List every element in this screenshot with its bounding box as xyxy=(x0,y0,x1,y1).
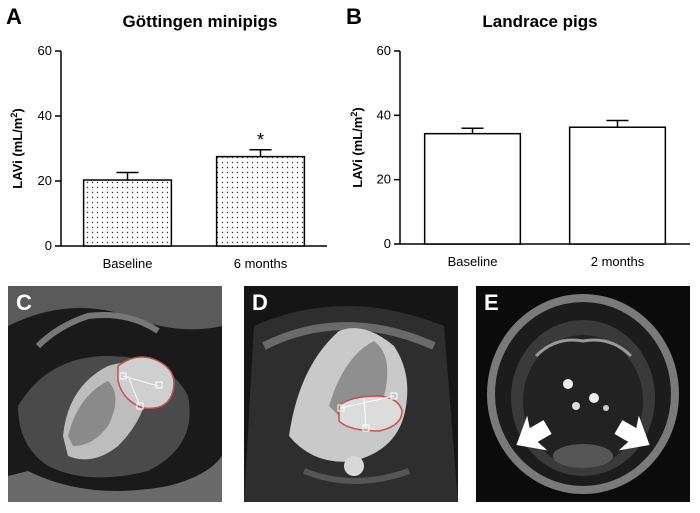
arrow-left-pointing-icon xyxy=(614,415,650,451)
chart-b-category-label-1: 2 months xyxy=(591,254,645,269)
panel-letter-a: A xyxy=(6,4,22,29)
chart-a-bar-1 xyxy=(215,155,306,247)
atrium-contour-c xyxy=(117,356,175,410)
chart-a-ytick-label-3: 60 xyxy=(38,43,52,58)
chart-b-ytick-label-2: 40 xyxy=(377,107,391,122)
chart-b-category-label-0: Baseline xyxy=(448,254,498,269)
mri-image-d: D xyxy=(244,286,458,502)
chart-a-ytick-label-2: 40 xyxy=(38,108,52,123)
chart-a-ytick-label-0: 0 xyxy=(45,238,52,253)
atrium-contour-d xyxy=(338,395,403,432)
chart-b-title: Landrace pigs xyxy=(482,12,598,31)
panel-letter-d: D xyxy=(252,290,268,315)
chart-a: 0 20 40 60 LAVi (mL/m2) Baseline * 6 months xyxy=(9,43,327,271)
chart-b-ytick-label-1: 20 xyxy=(377,172,391,187)
mri-image-e: E xyxy=(476,286,690,502)
chart-b-ytick-label-3: 60 xyxy=(377,43,391,58)
mri-image-c: C xyxy=(8,286,222,502)
chart-a-title: Göttingen minipigs xyxy=(122,12,278,31)
panel-letter-e: E xyxy=(484,290,499,315)
chart-a-category-label-1: 6 months xyxy=(234,256,288,271)
chart-a-bar-0 xyxy=(82,179,173,247)
chart-b-ytick-label-0: 0 xyxy=(384,236,391,251)
chart-b-ylabel: LAVi (mL/m2) xyxy=(349,107,365,187)
chart-a-ytick-label-1: 20 xyxy=(38,173,52,188)
chart-a-annotation-1: * xyxy=(257,130,264,150)
arrow-right-pointing-icon xyxy=(516,415,552,451)
chart-a-ylabel: LAVi (mL/m2) xyxy=(9,108,25,188)
chart-b-bar-1 xyxy=(568,126,667,245)
panel-letter-b: B xyxy=(346,4,362,29)
chart-a-category-label-0: Baseline xyxy=(103,256,153,271)
chart-b-bar-0 xyxy=(423,132,522,245)
panel-letter-c: C xyxy=(16,290,32,315)
chart-b: 0 20 40 60 LAVi (mL/m2) Baseline 2 months xyxy=(349,43,690,269)
